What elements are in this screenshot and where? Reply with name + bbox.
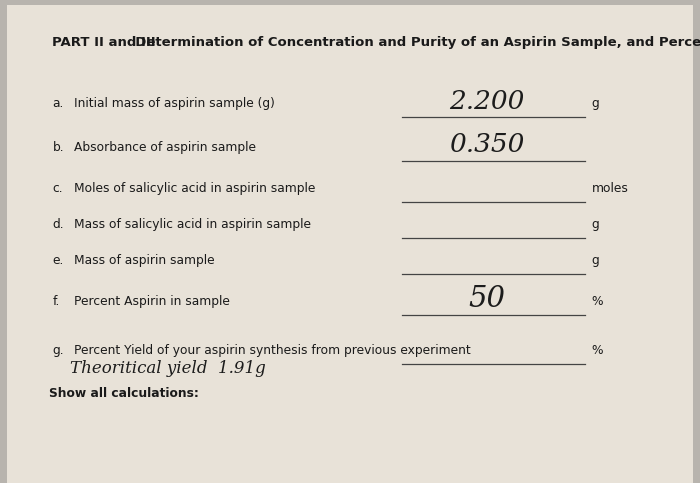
Text: a.: a. bbox=[52, 98, 64, 110]
Text: c.: c. bbox=[52, 182, 63, 195]
Text: Absorbance of aspirin sample: Absorbance of aspirin sample bbox=[74, 141, 256, 154]
Text: 2.200: 2.200 bbox=[449, 89, 524, 114]
Text: f.: f. bbox=[52, 296, 60, 308]
Text: Determination of Concentration and Purity of an Aspirin Sample, and Percent Yiel: Determination of Concentration and Purit… bbox=[126, 36, 700, 49]
Text: %: % bbox=[592, 344, 603, 356]
Text: d.: d. bbox=[52, 218, 64, 231]
Text: g.: g. bbox=[52, 344, 64, 356]
Text: Percent Yield of your aspirin synthesis from previous experiment: Percent Yield of your aspirin synthesis … bbox=[74, 344, 470, 356]
Text: Percent Aspirin in sample: Percent Aspirin in sample bbox=[74, 296, 230, 308]
Text: b.: b. bbox=[52, 141, 64, 154]
Text: %: % bbox=[592, 296, 603, 308]
Text: g: g bbox=[592, 218, 599, 231]
Text: Mass of aspirin sample: Mass of aspirin sample bbox=[74, 255, 214, 267]
Text: Show all calculations:: Show all calculations: bbox=[49, 387, 199, 400]
Text: e.: e. bbox=[52, 255, 64, 267]
FancyBboxPatch shape bbox=[7, 5, 693, 483]
Text: Moles of salicylic acid in aspirin sample: Moles of salicylic acid in aspirin sampl… bbox=[74, 182, 315, 195]
Text: 0.350: 0.350 bbox=[449, 132, 524, 157]
Text: Theoritical yield  1.91g: Theoritical yield 1.91g bbox=[70, 359, 266, 377]
Text: Mass of salicylic acid in aspirin sample: Mass of salicylic acid in aspirin sample bbox=[74, 218, 311, 231]
Text: PART II and III: PART II and III bbox=[52, 36, 156, 49]
Text: 50: 50 bbox=[468, 285, 505, 313]
Text: g: g bbox=[592, 255, 599, 267]
Text: Initial mass of aspirin sample (g): Initial mass of aspirin sample (g) bbox=[74, 98, 274, 110]
Text: moles: moles bbox=[592, 182, 629, 195]
Text: g: g bbox=[592, 98, 599, 110]
